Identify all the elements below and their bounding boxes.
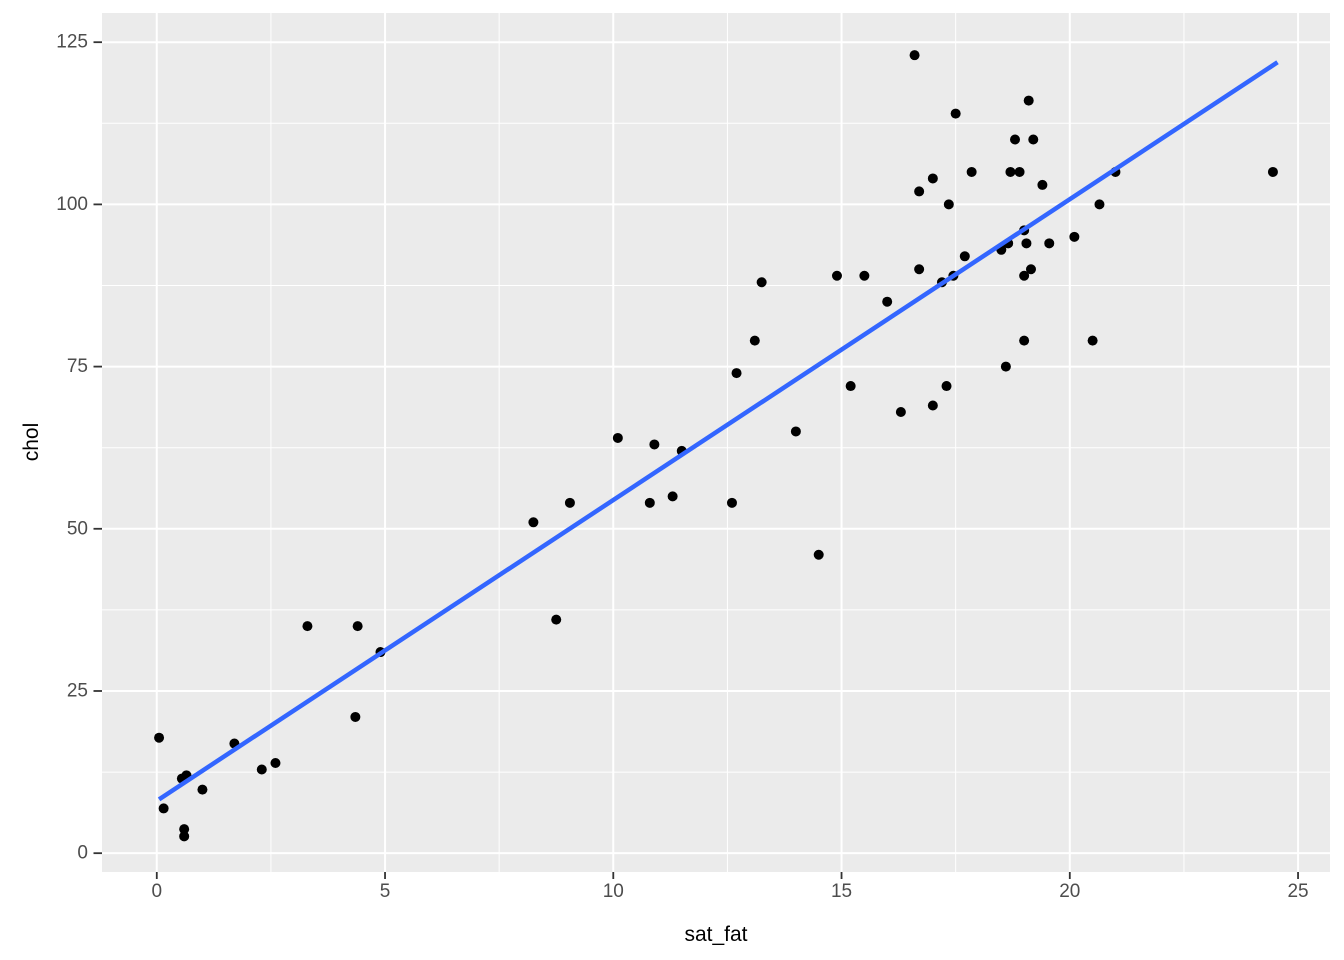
trend-line [157, 60, 1279, 802]
data-point [564, 497, 575, 508]
y-tick-label: 50 [67, 518, 88, 539]
data-point [895, 407, 906, 418]
data-point [909, 50, 920, 61]
data-point [1087, 335, 1098, 346]
data-point [350, 711, 361, 722]
panel-background [102, 13, 1330, 872]
data-point [959, 251, 970, 262]
data-point [667, 491, 678, 502]
x-tick-label: 25 [1287, 881, 1308, 902]
data-point [1019, 270, 1030, 281]
data-point [1044, 238, 1055, 249]
data-point [927, 173, 938, 184]
trend-line-layer [157, 60, 1279, 802]
data-point [1000, 361, 1011, 372]
data-point [941, 381, 952, 392]
data-point [179, 831, 190, 842]
data-point [1025, 264, 1036, 275]
x-axis-title: sat_fat [684, 923, 747, 946]
data-point [1005, 166, 1016, 177]
y-tick-label: 75 [67, 356, 88, 377]
point-layer [154, 50, 1278, 842]
data-point [813, 549, 824, 560]
x-tick-label: 15 [831, 881, 852, 902]
data-point [790, 426, 801, 437]
data-point [1014, 166, 1025, 177]
data-point [749, 335, 760, 346]
y-axis-title: chol [20, 423, 43, 462]
data-point [1019, 335, 1030, 346]
y-tick-label: 25 [67, 680, 88, 701]
data-point [154, 732, 165, 743]
data-point [197, 784, 208, 795]
grid-layer [102, 13, 1330, 872]
data-point [914, 186, 925, 197]
x-tick-label: 20 [1059, 881, 1080, 902]
plot-panel [102, 13, 1330, 872]
y-tick-label: 0 [77, 843, 88, 864]
data-point [1023, 95, 1034, 106]
x-tick-label: 5 [380, 881, 391, 902]
data-point [1069, 231, 1080, 242]
data-point [831, 270, 842, 281]
data-point [649, 439, 660, 450]
data-point [859, 270, 870, 281]
data-point [731, 368, 742, 379]
data-point [179, 824, 190, 835]
data-point [352, 621, 363, 632]
data-point [158, 803, 169, 814]
data-point [302, 621, 313, 632]
data-point [927, 400, 938, 411]
axis-layer: 0 5 10 15 20 25 0 25 50 75 100 125 [56, 32, 1308, 902]
data-point [612, 432, 623, 443]
data-point [1094, 199, 1105, 210]
data-point [882, 296, 893, 307]
data-point [644, 497, 655, 508]
data-point [528, 517, 539, 528]
y-tick-label: 100 [56, 194, 88, 215]
y-tick-label: 125 [56, 32, 88, 53]
data-point [270, 758, 281, 769]
data-point [1037, 179, 1048, 190]
data-point [914, 264, 925, 275]
data-point [943, 199, 954, 210]
data-point [845, 381, 856, 392]
data-point [950, 108, 961, 119]
data-point [966, 166, 977, 177]
data-point [1028, 134, 1039, 145]
data-point [1267, 166, 1278, 177]
data-point [726, 497, 737, 508]
data-point [756, 277, 767, 288]
data-point [1021, 238, 1032, 249]
data-point [256, 764, 267, 775]
data-point [551, 614, 562, 625]
x-tick-label: 10 [603, 881, 624, 902]
x-tick-label: 0 [151, 881, 162, 902]
data-point [1010, 134, 1021, 145]
